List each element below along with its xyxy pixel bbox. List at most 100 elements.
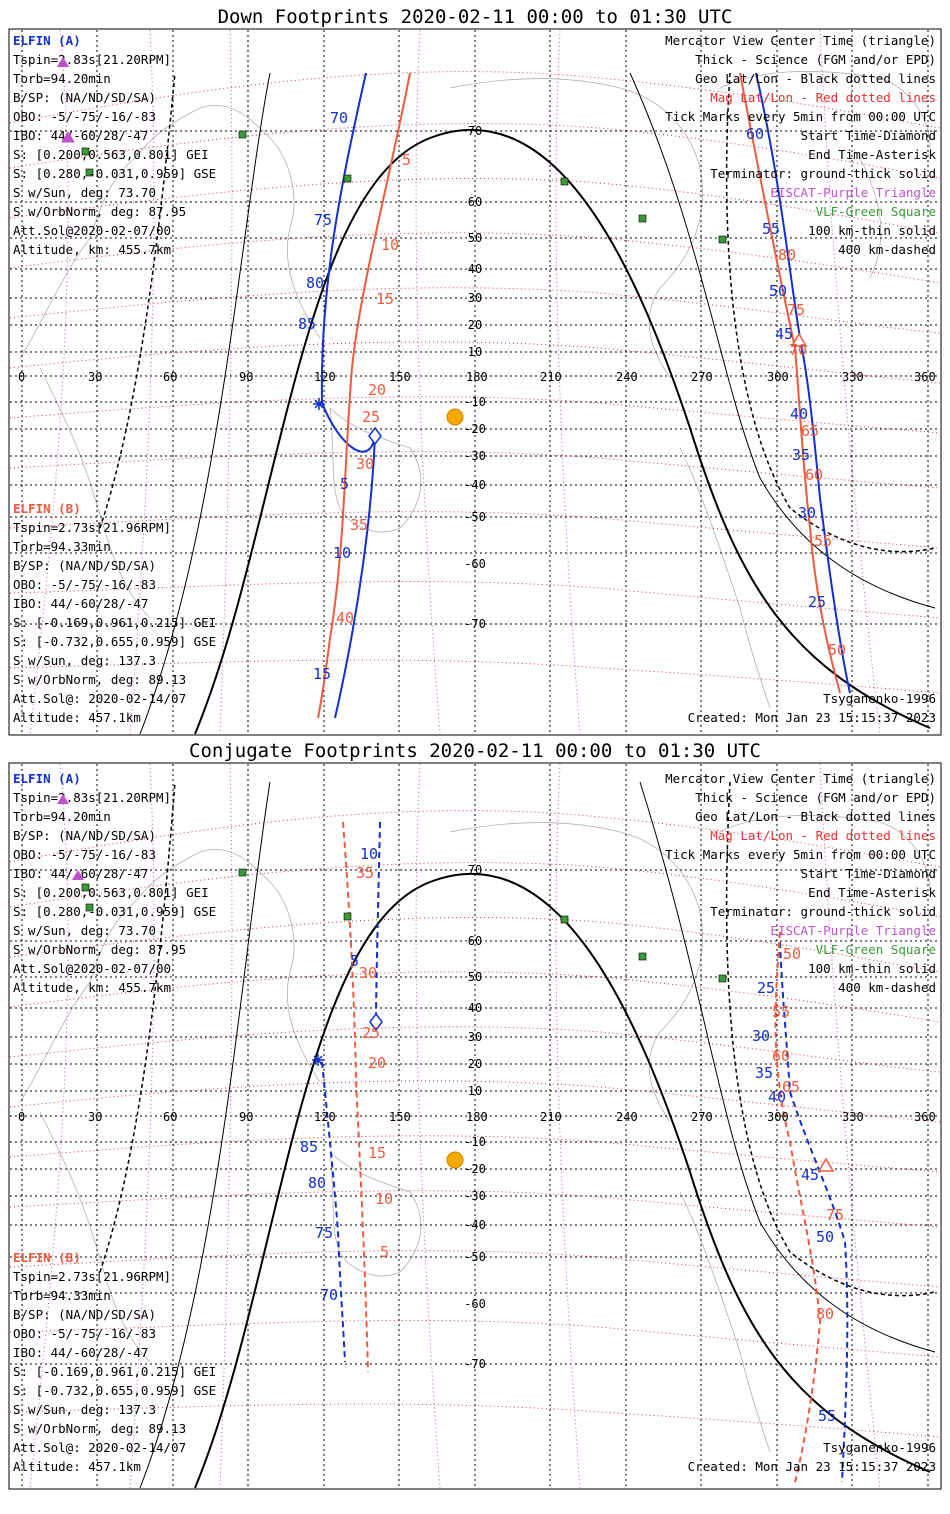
svg-text:EISCAT-Purple Triangle: EISCAT-Purple Triangle	[770, 923, 936, 938]
svg-text:S: [-0.732,0.655,0.959] GSE: S: [-0.732,0.655,0.959] GSE	[13, 1383, 216, 1398]
elfin-b-track-left	[342, 821, 369, 1373]
svg-text:5: 5	[402, 151, 411, 169]
lon-labels: 0 30 60 90 120 150 180 210 240 270 300 3…	[18, 370, 936, 384]
svg-text:Tspin=2.73s[21.96RPM]: Tspin=2.73s[21.96RPM]	[13, 520, 171, 535]
svg-text:60: 60	[163, 370, 177, 384]
svg-text:5: 5	[380, 1243, 389, 1261]
svg-text:S w/OrbNorm, deg: 87.95: S w/OrbNorm, deg: 87.95	[13, 204, 186, 219]
svg-text:IBO: 44/-60/28/-47: IBO: 44/-60/28/-47	[13, 866, 148, 881]
svg-text:Torb=94.20min: Torb=94.20min	[13, 809, 111, 824]
svg-text:Torb=94.33min: Torb=94.33min	[13, 539, 111, 554]
svg-text:-10: -10	[464, 395, 486, 409]
svg-text:90: 90	[239, 370, 253, 384]
svg-text:Created: Mon Jan 23 15:15:37 2: Created: Mon Jan 23 15:15:37 2023	[688, 1459, 936, 1474]
svg-text:40: 40	[790, 405, 808, 423]
svg-text:Att.Sol@: 2020-02-14/07: Att.Sol@: 2020-02-14/07	[13, 1440, 186, 1455]
svg-text:0: 0	[18, 370, 25, 384]
svg-text:70: 70	[789, 341, 807, 359]
mag-grid	[9, 71, 941, 694]
lon-labels: 0 30 60 90 120 150 180 210 240 270 300 3…	[18, 1110, 936, 1124]
svg-text:30: 30	[88, 370, 102, 384]
svg-text:55: 55	[814, 532, 832, 550]
end-asterisk	[313, 398, 325, 410]
terminator-100km	[139, 781, 271, 1489]
svg-text:20: 20	[368, 381, 386, 399]
mercator-center-triangle	[817, 1157, 835, 1172]
svg-text:75: 75	[787, 301, 805, 319]
elfin-a-track-right	[779, 941, 849, 1483]
svg-text:85: 85	[298, 315, 316, 333]
svg-text:Thick - Science (FGM and/or EP: Thick - Science (FGM and/or EPD)	[695, 790, 936, 805]
svg-text:Att.Sol@: 2020-02-14/07: Att.Sol@: 2020-02-14/07	[13, 691, 186, 706]
terminator-line	[194, 873, 931, 1489]
start-diamond	[368, 426, 382, 446]
svg-text:End Time-Asterisk: End Time-Asterisk	[808, 885, 936, 900]
svg-text:15: 15	[368, 1144, 386, 1162]
terminator-400km	[99, 72, 176, 529]
svg-text:IBO: 44/-60/28/-47: IBO: 44/-60/28/-47	[13, 128, 148, 143]
svg-text:-60: -60	[464, 557, 486, 571]
svg-text:10: 10	[468, 345, 482, 359]
svg-text:S w/Sun, deg: 137.3: S w/Sun, deg: 137.3	[13, 653, 156, 668]
svg-text:35: 35	[356, 864, 374, 882]
svg-text:25: 25	[757, 979, 775, 997]
svg-text:60: 60	[772, 1047, 790, 1065]
svg-text:ELFIN (B): ELFIN (B)	[13, 1250, 81, 1265]
svg-text:100 km-thin solid: 100 km-thin solid	[808, 223, 936, 238]
svg-text:5: 5	[350, 952, 359, 970]
svg-text:-30: -30	[464, 449, 486, 463]
eiscat-triangle	[72, 870, 84, 880]
svg-text:-40: -40	[464, 478, 486, 492]
svg-text:Att.Sol@2020-02-07/00: Att.Sol@2020-02-07/00	[13, 961, 171, 976]
panel-title: Conjugate Footprints 2020-02-11 00:00 to…	[189, 740, 761, 762]
svg-text:35: 35	[755, 1064, 773, 1082]
svg-text:Start Time-Diamond: Start Time-Diamond	[801, 128, 936, 143]
geo-grid	[10, 764, 940, 1488]
mercator-center-triangle	[790, 332, 808, 347]
down-footprints-map: 0 30 60 90 120 150 180 210 240 270 300 3…	[8, 28, 942, 736]
svg-text:80: 80	[308, 1174, 326, 1192]
svg-text:S w/OrbNorm, deg: 89.13: S w/OrbNorm, deg: 89.13	[13, 672, 186, 687]
svg-text:15: 15	[376, 290, 394, 308]
svg-text:75: 75	[315, 1224, 333, 1242]
svg-text:35: 35	[350, 516, 368, 534]
elfin-a-track-right	[755, 72, 851, 694]
svg-text:15: 15	[313, 665, 331, 683]
elfin-b-track-labels: 5 10 15 20 25 30 35 40 80 75 70 65 60 55…	[336, 151, 846, 659]
svg-text:60: 60	[468, 934, 482, 948]
svg-text:IBO: 44/-60/28/-47: IBO: 44/-60/28/-47	[13, 596, 148, 611]
svg-text:50: 50	[468, 970, 482, 984]
svg-text:40: 40	[468, 262, 482, 276]
svg-text:65: 65	[801, 422, 819, 440]
svg-text:30: 30	[468, 291, 482, 305]
svg-text:-50: -50	[464, 510, 486, 524]
svg-text:150: 150	[389, 370, 411, 384]
svg-text:VLF-Green Square: VLF-Green Square	[816, 942, 936, 957]
svg-text:Tspin=2.73s[21.96RPM]: Tspin=2.73s[21.96RPM]	[13, 1269, 171, 1284]
svg-text:Tsyganenko-1996: Tsyganenko-1996	[823, 1440, 936, 1455]
conjugate-footprints-panel: Conjugate Footprints 2020-02-11 00:00 to…	[0, 740, 950, 1500]
svg-text:10: 10	[381, 236, 399, 254]
svg-text:60: 60	[163, 1110, 177, 1124]
down-footprints-panel: Down Footprints 2020-02-11 00:00 to 01:3…	[0, 0, 950, 740]
terminator-400km	[99, 781, 176, 1273]
svg-text:80: 80	[816, 1305, 834, 1323]
elfin-b-track-left	[317, 72, 411, 719]
svg-text:25: 25	[362, 1024, 380, 1042]
mag-meridians	[29, 763, 881, 1489]
svg-text:S w/OrbNorm, deg: 89.13: S w/OrbNorm, deg: 89.13	[13, 1421, 186, 1436]
svg-text:OBO: -5/-75/-16/-83: OBO: -5/-75/-16/-83	[13, 847, 156, 862]
svg-text:Geo Lat/Lon - Black dotted lin: Geo Lat/Lon - Black dotted lines	[695, 809, 936, 824]
svg-text:60: 60	[805, 466, 823, 484]
svg-text:Altitude, km: 455.7km: Altitude, km: 455.7km	[13, 242, 171, 257]
svg-text:30: 30	[88, 1110, 102, 1124]
svg-text:EISCAT-Purple Triangle: EISCAT-Purple Triangle	[770, 185, 936, 200]
svg-text:180: 180	[466, 1110, 488, 1124]
svg-text:40: 40	[336, 609, 354, 627]
svg-text:ELFIN (B): ELFIN (B)	[13, 501, 81, 516]
svg-text:S w/OrbNorm, deg: 87.95: S w/OrbNorm, deg: 87.95	[13, 942, 186, 957]
conjugate-footprints-map: 0 30 60 90 120 150 180 210 240 270 300 3…	[8, 762, 942, 1490]
svg-text:Geo Lat/Lon - Black dotted lin: Geo Lat/Lon - Black dotted lines	[695, 71, 936, 86]
svg-text:B/SP: (NA/ND/SD/SA): B/SP: (NA/ND/SD/SA)	[13, 558, 156, 573]
svg-text:30: 30	[468, 1030, 482, 1044]
